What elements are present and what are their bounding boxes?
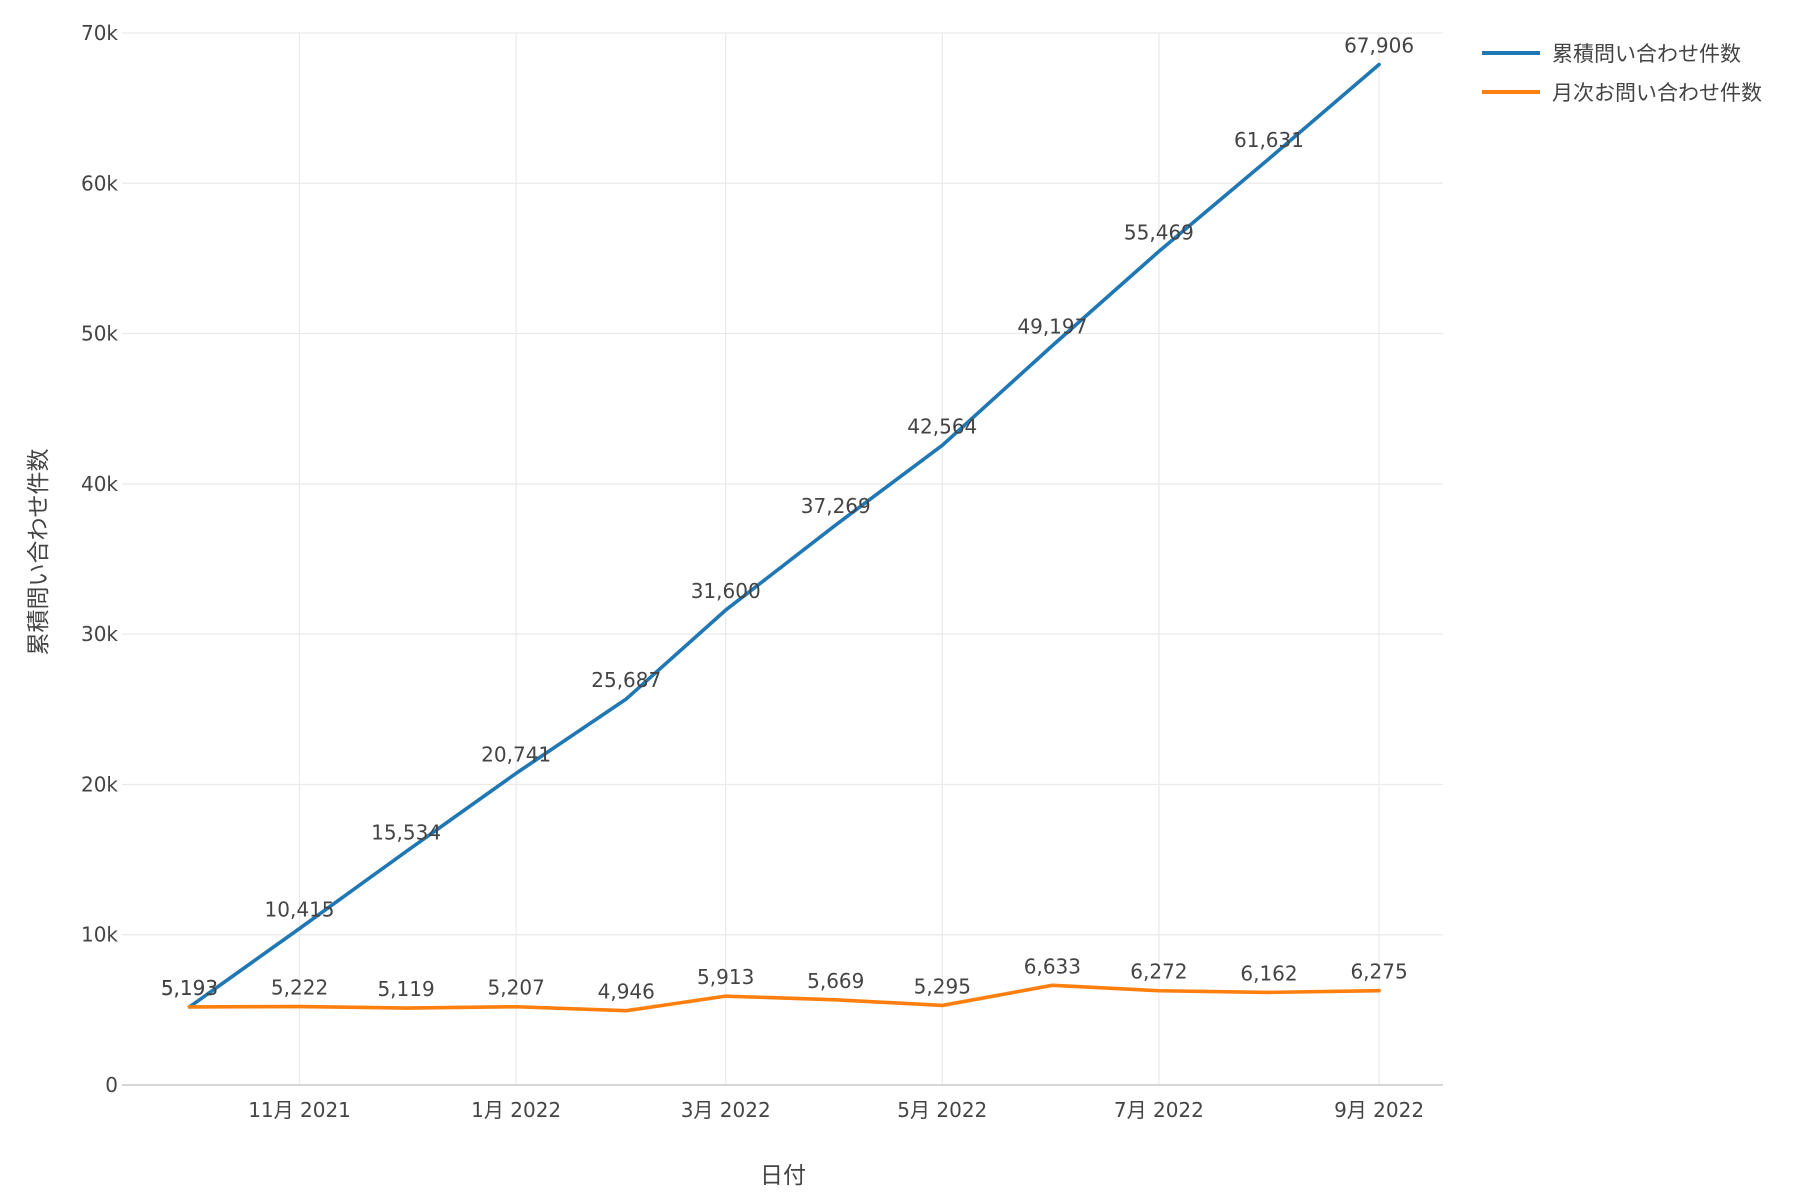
data-label: 20,741 bbox=[481, 742, 551, 766]
data-label: 31,600 bbox=[691, 579, 761, 603]
data-point[interactable] bbox=[1154, 986, 1164, 996]
legend-label: 月次お問い合わせ件数 bbox=[1552, 81, 1762, 105]
legend-label: 累積問い合わせ件数 bbox=[1552, 42, 1741, 66]
data-point[interactable] bbox=[295, 1002, 305, 1012]
y-tick-label: 40k bbox=[81, 472, 118, 496]
data-point[interactable] bbox=[721, 991, 731, 1001]
y-tick-label: 60k bbox=[81, 171, 118, 195]
data-point[interactable] bbox=[401, 847, 411, 857]
data-point[interactable] bbox=[1047, 341, 1057, 351]
data-label: 10,415 bbox=[265, 897, 335, 921]
data-label: 61,631 bbox=[1234, 128, 1304, 152]
data-point[interactable] bbox=[1264, 987, 1274, 997]
data-point[interactable] bbox=[401, 1003, 411, 1013]
y-tick-label: 50k bbox=[81, 322, 118, 346]
y-tick-label: 30k bbox=[81, 622, 118, 646]
data-label: 5,669 bbox=[807, 969, 864, 993]
data-label: 49,197 bbox=[1017, 315, 1087, 339]
data-point[interactable] bbox=[1047, 980, 1057, 990]
data-label: 6,162 bbox=[1240, 961, 1297, 985]
series-line-2[interactable] bbox=[187, 983, 1381, 1013]
data-point[interactable] bbox=[1264, 154, 1274, 164]
series-line-1[interactable] bbox=[187, 62, 1381, 1009]
data-label: 6,275 bbox=[1350, 960, 1407, 984]
data-point[interactable] bbox=[1374, 59, 1384, 69]
y-tick-label: 0 bbox=[105, 1073, 118, 1097]
data-label: 5,913 bbox=[697, 965, 754, 989]
data-label: 67,906 bbox=[1344, 33, 1414, 57]
data-point[interactable] bbox=[831, 995, 841, 1005]
data-point[interactable] bbox=[721, 605, 731, 615]
axes: 0 10k 20k 30k 40k 50k 60k 70k 11月 2021 1月 2022 3月 … bbox=[81, 21, 1443, 1122]
x-tick-label: 11月 2021 bbox=[248, 1098, 351, 1122]
data-point[interactable] bbox=[621, 1006, 631, 1016]
data-point[interactable] bbox=[1374, 986, 1384, 996]
x-tick-label: 3月 2022 bbox=[681, 1098, 771, 1122]
data-label: 25,687 bbox=[591, 668, 661, 692]
data-point[interactable] bbox=[184, 1002, 194, 1012]
data-point[interactable] bbox=[937, 1000, 947, 1010]
data-label: 37,269 bbox=[801, 494, 871, 518]
data-label: 5,207 bbox=[488, 976, 545, 1000]
plot-area bbox=[184, 59, 1384, 1016]
data-label: 5,193 bbox=[161, 976, 218, 1000]
data-label: 4,946 bbox=[598, 980, 655, 1004]
data-label: 55,469 bbox=[1124, 220, 1194, 244]
legend-item-2[interactable]: 月次お問い合わせ件数 bbox=[1482, 81, 1762, 105]
legend-item-1[interactable]: 累積問い合わせ件数 bbox=[1482, 42, 1741, 66]
data-point[interactable] bbox=[831, 520, 841, 530]
data-label: 5,119 bbox=[377, 977, 434, 1001]
data-label: 6,633 bbox=[1024, 954, 1081, 978]
data-point[interactable] bbox=[511, 1002, 521, 1012]
data-label: 15,534 bbox=[371, 821, 441, 845]
data-label: 5,222 bbox=[271, 976, 328, 1000]
data-label: 5,295 bbox=[914, 974, 971, 998]
data-point[interactable] bbox=[937, 440, 947, 450]
x-axis-title: 日付 bbox=[760, 1163, 806, 1189]
x-tick-label: 9月 2022 bbox=[1334, 1098, 1424, 1122]
y-tick-label: 70k bbox=[81, 21, 118, 45]
y-tick-label: 20k bbox=[81, 772, 118, 796]
x-tick-label: 7月 2022 bbox=[1114, 1098, 1204, 1122]
data-labels: 5,193 10,415 15,534 20,741 25,687 31,600 37,26… bbox=[161, 33, 1414, 1003]
y-tick-label: 10k bbox=[81, 923, 118, 947]
data-point[interactable] bbox=[295, 923, 305, 933]
data-point[interactable] bbox=[621, 694, 631, 704]
data-label: 6,272 bbox=[1130, 960, 1187, 984]
x-tick-label: 1月 2022 bbox=[471, 1098, 561, 1122]
data-point[interactable] bbox=[511, 768, 521, 778]
data-point[interactable] bbox=[1154, 246, 1164, 256]
x-tick-label: 5月 2022 bbox=[897, 1098, 987, 1122]
y-axis-title: 累積問い合わせ件数 bbox=[26, 449, 52, 656]
data-label: 5,193 bbox=[161, 976, 218, 1000]
grid bbox=[122, 32, 1443, 1085]
data-label: 42,564 bbox=[907, 414, 977, 438]
